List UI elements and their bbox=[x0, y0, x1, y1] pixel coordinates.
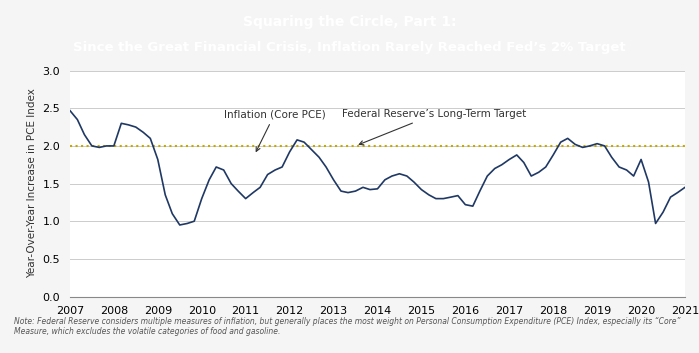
Text: Federal Reserve’s Long-Term Target: Federal Reserve’s Long-Term Target bbox=[343, 109, 526, 145]
Text: Squaring the Circle, Part 1:: Squaring the Circle, Part 1: bbox=[243, 15, 456, 29]
Text: Inflation (Core PCE): Inflation (Core PCE) bbox=[224, 109, 326, 151]
Text: Since the Great Financial Crisis, Inflation Rarely Reached Fed’s 2% Target: Since the Great Financial Crisis, Inflat… bbox=[73, 41, 626, 54]
Y-axis label: Year-Over-Year Increase in PCE Index: Year-Over-Year Increase in PCE Index bbox=[27, 89, 37, 279]
Text: Note: Federal Reserve considers multiple measures of inflation, but generally pl: Note: Federal Reserve considers multiple… bbox=[14, 317, 680, 336]
